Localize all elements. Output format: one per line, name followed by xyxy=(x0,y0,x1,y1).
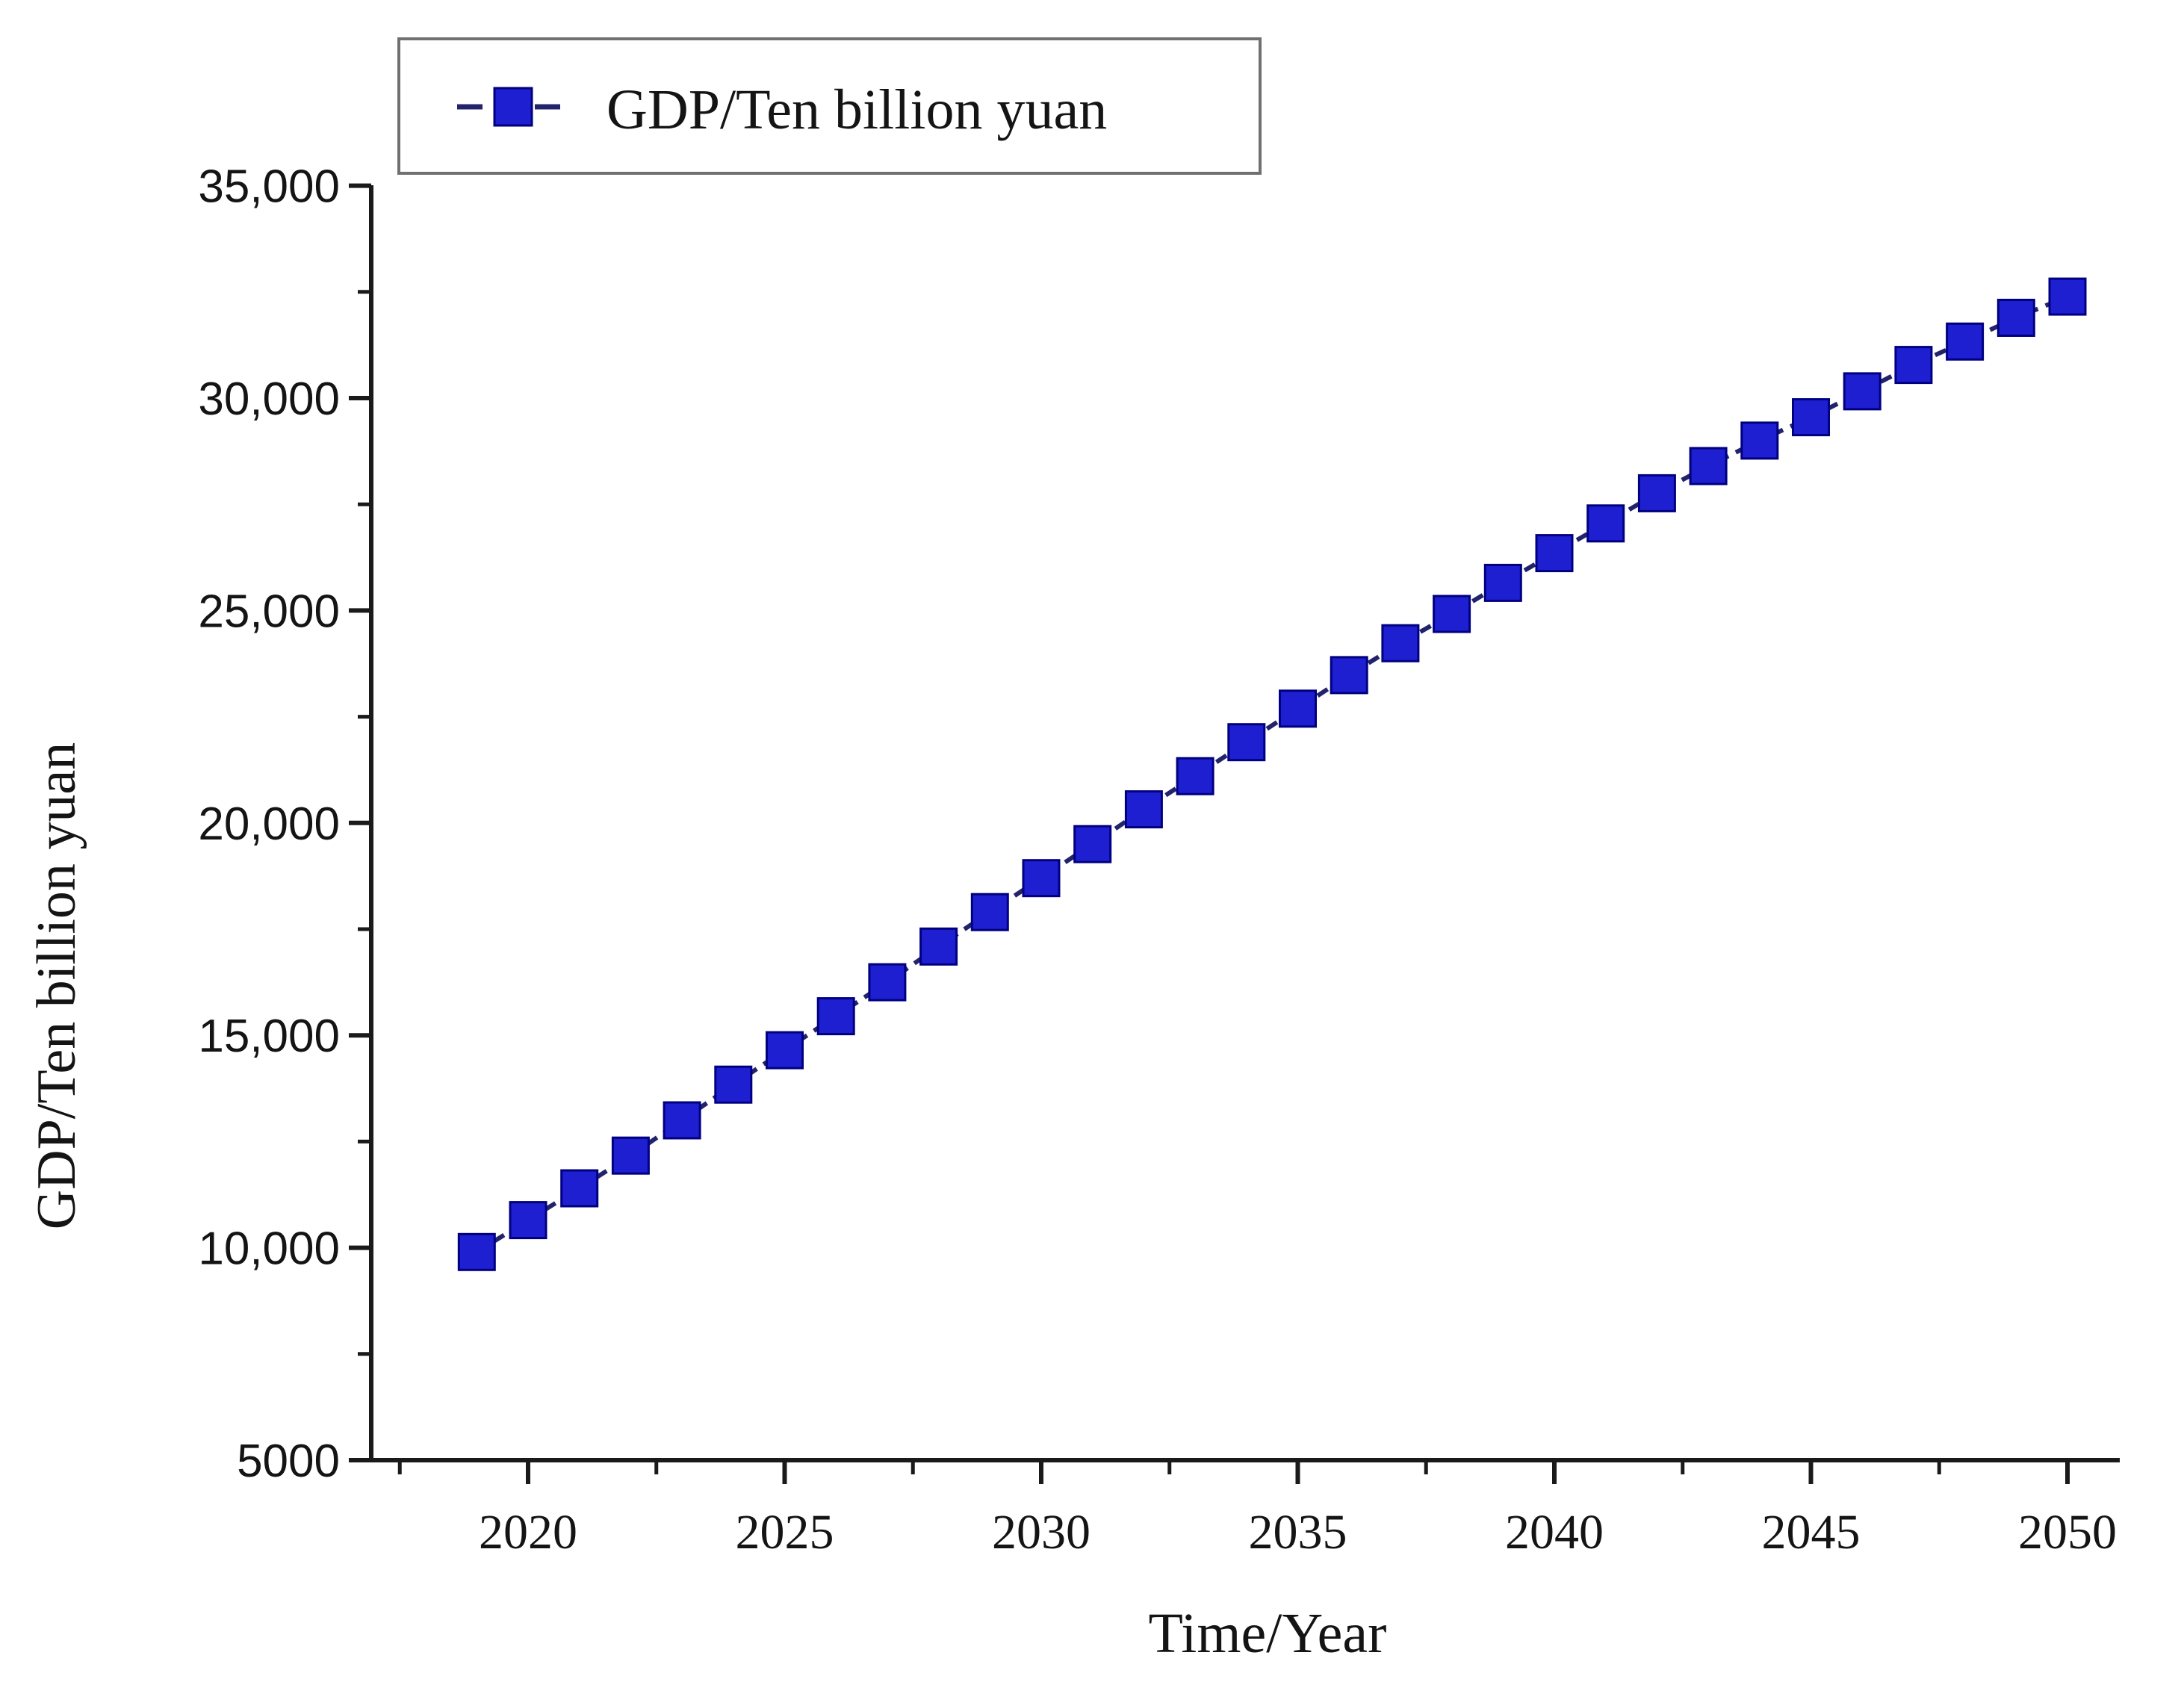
data-point-marker xyxy=(970,893,1009,931)
data-point-marker xyxy=(1227,723,1266,762)
x-axis-tick-label: 2035 xyxy=(1249,1505,1347,1560)
data-point-marker xyxy=(816,997,855,1036)
data-point-marker xyxy=(1586,504,1625,543)
data-point-marker xyxy=(1381,624,1420,662)
x-axis-tick-label: 2040 xyxy=(1505,1505,1604,1560)
x-axis-title: Time/Year xyxy=(1149,1602,1387,1665)
series-line xyxy=(475,294,2069,1254)
data-point-marker xyxy=(1483,563,1522,602)
data-point-marker xyxy=(868,963,907,1002)
data-point-marker xyxy=(611,1136,650,1175)
y-axis-title: GDP/Ten billion yuan xyxy=(26,742,87,1230)
data-point-marker xyxy=(1279,689,1317,728)
x-axis-tick-label: 2030 xyxy=(992,1505,1091,1560)
data-point-marker xyxy=(1792,398,1830,437)
axis-ticks xyxy=(349,183,2070,1484)
x-axis-tick-label: 2025 xyxy=(736,1505,834,1560)
data-point-marker xyxy=(1330,656,1368,695)
y-axis-tick-label: 5000 xyxy=(237,1436,340,1487)
y-axis-tick-label: 35,000 xyxy=(198,161,340,213)
legend: GDP/Ten billion yuan xyxy=(397,37,1262,175)
x-axis-tick-label: 2020 xyxy=(479,1505,577,1560)
data-point-marker xyxy=(1637,474,1676,512)
data-point-marker xyxy=(1894,346,1933,385)
data-point-marker xyxy=(919,927,958,966)
data-point-marker xyxy=(457,1232,496,1271)
data-point-marker xyxy=(1124,790,1163,829)
data-point-marker xyxy=(509,1201,547,1240)
legend-label: GDP/Ten billion yuan xyxy=(607,78,1107,141)
data-point-marker xyxy=(1022,859,1061,898)
y-axis-tick-label: 20,000 xyxy=(198,798,340,850)
data-point-marker xyxy=(663,1101,701,1140)
data-point-marker xyxy=(1535,534,1574,573)
x-axis-tick-label: 2045 xyxy=(1762,1505,1861,1560)
data-point-marker xyxy=(1843,372,1881,411)
data-point-marker xyxy=(714,1065,753,1104)
legend-square-marker-icon xyxy=(493,87,533,127)
data-point-marker xyxy=(2048,277,2087,316)
data-point-marker xyxy=(1997,299,2035,337)
y-axis-tick-label: 10,000 xyxy=(198,1223,340,1275)
data-point-marker xyxy=(1073,825,1112,863)
y-axis-tick-label: 30,000 xyxy=(198,373,340,425)
x-axis-tick-label: 2050 xyxy=(2018,1505,2117,1560)
data-series xyxy=(457,277,2087,1271)
y-axis-tick-label: 25,000 xyxy=(198,586,340,637)
y-axis-tick-label: 15,000 xyxy=(198,1011,340,1062)
data-point-marker xyxy=(1946,322,1985,361)
data-point-marker xyxy=(766,1031,804,1070)
data-point-marker xyxy=(1433,595,1471,633)
tick-labels: 35,000 30,000 25,000 20,000 15,000 10,000 5000… xyxy=(198,161,2117,1560)
data-point-marker xyxy=(1740,421,1779,460)
data-point-marker xyxy=(560,1169,599,1208)
data-point-marker xyxy=(1689,447,1728,485)
data-point-marker xyxy=(1176,757,1214,795)
